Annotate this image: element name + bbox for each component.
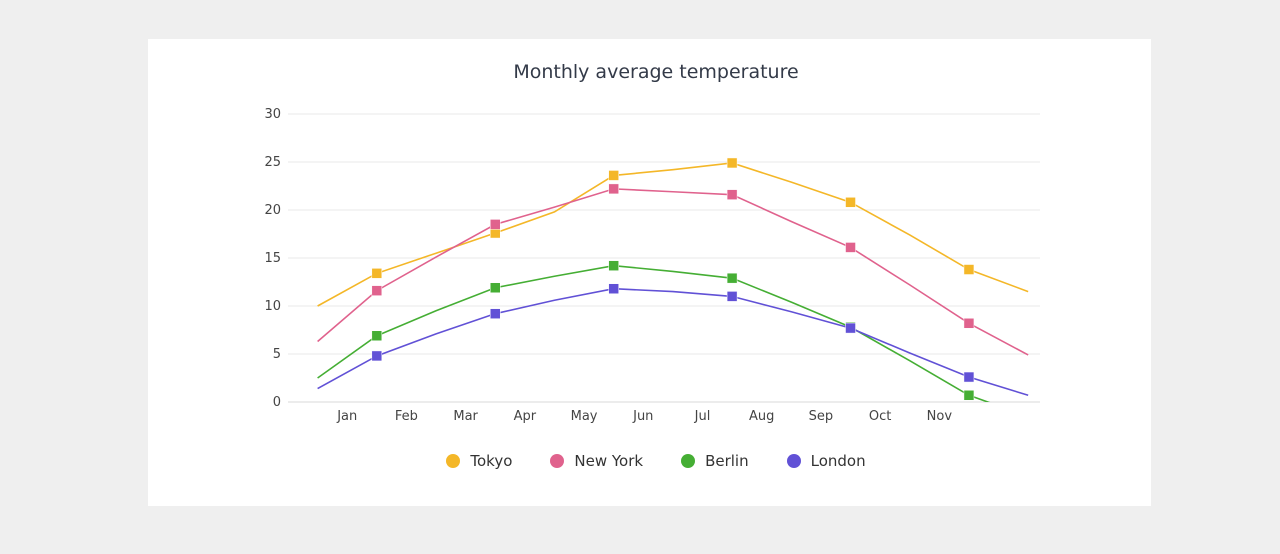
- chart-title: Monthly average temperature: [513, 61, 799, 83]
- series-line-new-york: [317, 188, 1029, 356]
- data-point[interactable]: [489, 219, 501, 230]
- data-point[interactable]: [845, 322, 856, 334]
- legend-item-tokyo[interactable]: Tokyo: [446, 452, 512, 470]
- data-point[interactable]: [963, 264, 975, 275]
- data-point[interactable]: [371, 268, 383, 279]
- y-tick-label: 5: [273, 347, 281, 362]
- data-point[interactable]: [726, 291, 738, 302]
- data-point[interactable]: [371, 350, 383, 362]
- data-point[interactable]: [489, 282, 501, 294]
- data-point[interactable]: [845, 197, 856, 208]
- chart-legend: Tokyo New York Berlin London: [148, 452, 1164, 470]
- chart-card: Monthly average temperature 0 5 10 15 20 25 30…: [148, 39, 1151, 506]
- data-point[interactable]: [489, 308, 501, 319]
- x-tick-label: Feb: [395, 409, 418, 424]
- data-point[interactable]: [608, 260, 619, 271]
- legend-label: Tokyo: [470, 452, 513, 470]
- legend-marker-icon: [681, 454, 696, 468]
- y-tick-label: 20: [264, 203, 281, 218]
- y-tick-label: 15: [264, 251, 281, 266]
- x-tick-label: Jan: [336, 409, 357, 424]
- data-point[interactable]: [726, 189, 738, 200]
- x-tick-label: Apr: [514, 409, 537, 424]
- legend-item-berlin[interactable]: Berlin: [681, 452, 749, 470]
- series-line-london: [317, 287, 1029, 397]
- series-tokyo: [317, 157, 1029, 307]
- legend-label: London: [810, 452, 866, 470]
- legend-item-london[interactable]: London: [786, 452, 866, 470]
- legend-marker-icon: [786, 454, 801, 468]
- y-tick-label: 30: [264, 107, 281, 122]
- line-chart: 0 5 10 15 20 25 30 Jan Feb Mar Apr May Jun Jul Aug Sep O…: [264, 107, 1040, 424]
- x-tick-label: Jul: [694, 409, 711, 424]
- y-tick-label: 10: [264, 299, 281, 314]
- data-point[interactable]: [963, 371, 975, 383]
- data-point[interactable]: [963, 390, 975, 401]
- x-tick-label: Nov: [927, 409, 953, 424]
- series-london: [317, 283, 1029, 397]
- x-tick-label: Aug: [749, 409, 774, 424]
- series-line-berlin: [317, 264, 991, 402]
- data-point[interactable]: [608, 183, 619, 195]
- data-point[interactable]: [726, 272, 738, 284]
- legend-marker-icon: [550, 454, 565, 468]
- legend-label: Berlin: [705, 452, 749, 470]
- data-point[interactable]: [608, 170, 619, 181]
- data-point[interactable]: [608, 283, 619, 294]
- data-point[interactable]: [371, 330, 383, 342]
- y-tick-label: 25: [264, 155, 281, 170]
- legend-item-new-york[interactable]: New York: [550, 452, 643, 470]
- data-point[interactable]: [845, 242, 856, 253]
- legend-label: New York: [574, 452, 644, 470]
- data-point[interactable]: [963, 318, 975, 329]
- x-tick-label: Mar: [453, 409, 478, 424]
- data-point[interactable]: [726, 157, 738, 169]
- series-line-tokyo: [317, 162, 1029, 307]
- x-tick-label: Oct: [869, 409, 891, 424]
- series-new-york: [317, 183, 1029, 356]
- x-tick-label: Jun: [632, 409, 653, 424]
- data-point[interactable]: [371, 285, 383, 296]
- x-tick-label: May: [571, 409, 598, 424]
- legend-marker-icon: [446, 454, 461, 468]
- x-tick-label: Sep: [809, 409, 834, 424]
- y-tick-label: 0: [273, 395, 281, 410]
